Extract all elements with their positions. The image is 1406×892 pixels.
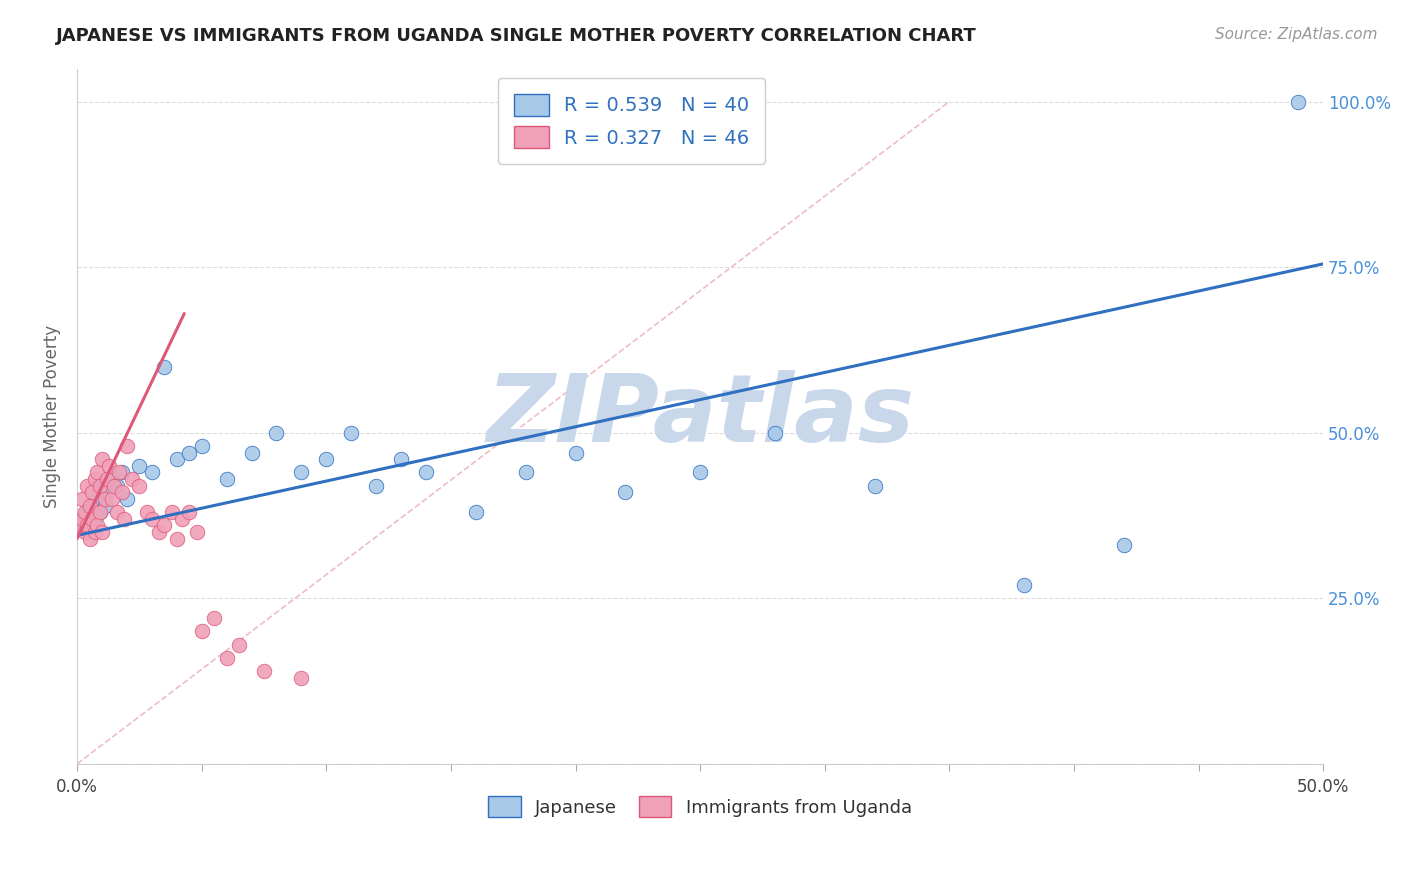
Point <box>70 518 93 533</box>
Point <box>240 445 263 459</box>
Point <box>89 479 111 493</box>
Point <box>83 524 105 539</box>
Point <box>202 611 225 625</box>
Point <box>863 479 886 493</box>
Point <box>73 512 96 526</box>
Point <box>79 532 101 546</box>
Text: JAPANESE VS IMMIGRANTS FROM UGANDA SINGLE MOTHER POVERTY CORRELATION CHART: JAPANESE VS IMMIGRANTS FROM UGANDA SINGL… <box>56 27 977 45</box>
Point <box>98 458 121 473</box>
Point <box>73 505 96 519</box>
Point <box>93 499 115 513</box>
Point <box>76 518 98 533</box>
Point <box>153 518 176 533</box>
Point <box>290 671 312 685</box>
Point <box>141 512 163 526</box>
Point <box>121 472 143 486</box>
Point <box>148 524 170 539</box>
Point <box>153 359 176 374</box>
Point <box>415 466 437 480</box>
Point <box>763 425 786 440</box>
Point <box>70 491 93 506</box>
Point <box>69 518 91 533</box>
Point <box>253 664 276 678</box>
Point <box>83 512 105 526</box>
Point <box>79 518 101 533</box>
Point <box>105 505 128 519</box>
Point <box>96 485 118 500</box>
Point <box>86 518 108 533</box>
Point <box>91 524 114 539</box>
Point <box>1286 95 1309 109</box>
Point <box>108 466 131 480</box>
Point <box>103 479 125 493</box>
Point <box>190 439 212 453</box>
Point <box>215 651 238 665</box>
Point <box>70 512 93 526</box>
Point <box>135 505 157 519</box>
Point <box>101 491 124 506</box>
Point <box>79 499 101 513</box>
Legend: Japanese, Immigrants from Uganda: Japanese, Immigrants from Uganda <box>481 789 920 824</box>
Point <box>1012 578 1035 592</box>
Point <box>266 425 288 440</box>
Point <box>166 532 188 546</box>
Point <box>315 452 337 467</box>
Point <box>170 512 193 526</box>
Point <box>80 499 103 513</box>
Point <box>128 479 150 493</box>
Point <box>614 485 637 500</box>
Point <box>340 425 363 440</box>
Point <box>91 479 114 493</box>
Point <box>160 505 183 519</box>
Point <box>83 472 105 486</box>
Point <box>115 439 138 453</box>
Point <box>89 505 111 519</box>
Text: ZIPatlas: ZIPatlas <box>486 370 914 462</box>
Point <box>93 491 115 506</box>
Point <box>1112 538 1135 552</box>
Point <box>114 512 136 526</box>
Point <box>76 505 98 519</box>
Point <box>179 445 201 459</box>
Point <box>689 466 711 480</box>
Point <box>101 472 124 486</box>
Point <box>128 458 150 473</box>
Point <box>464 505 486 519</box>
Point <box>515 466 537 480</box>
Point <box>73 524 96 539</box>
Point <box>115 491 138 506</box>
Point <box>105 479 128 493</box>
Point <box>89 505 111 519</box>
Point <box>111 485 134 500</box>
Point <box>86 491 108 506</box>
Point <box>179 505 201 519</box>
Text: Source: ZipAtlas.com: Source: ZipAtlas.com <box>1215 27 1378 42</box>
Point <box>564 445 586 459</box>
Point <box>166 452 188 467</box>
Point <box>86 466 108 480</box>
Point <box>228 638 250 652</box>
Point <box>76 479 98 493</box>
Point <box>111 466 134 480</box>
Point <box>80 512 103 526</box>
Point <box>366 479 388 493</box>
Point <box>389 452 412 467</box>
Point <box>190 624 212 639</box>
Point <box>96 472 118 486</box>
Point <box>80 485 103 500</box>
Point <box>290 466 312 480</box>
Point <box>141 466 163 480</box>
Point <box>91 452 114 467</box>
Y-axis label: Single Mother Poverty: Single Mother Poverty <box>44 325 60 508</box>
Point <box>186 524 208 539</box>
Point <box>215 472 238 486</box>
